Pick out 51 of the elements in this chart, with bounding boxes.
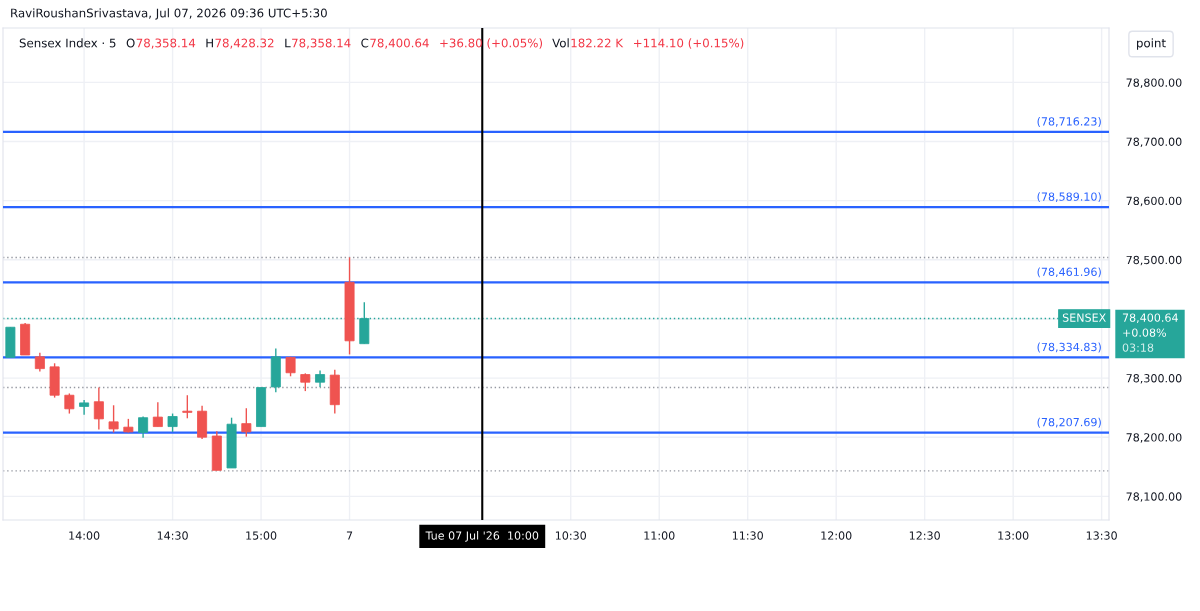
y-tick-label: 78,200.00: [1126, 433, 1182, 443]
y-tick-label: 78,500.00: [1126, 255, 1182, 266]
annotation: Vol: [552, 38, 569, 48]
annotation: L: [285, 38, 291, 48]
annotation: 78,358.14: [136, 38, 196, 49]
ref-line-label: (78,589.10): [1037, 192, 1101, 203]
candlestick: [108, 404, 119, 434]
text: 78,400.64: [1122, 313, 1178, 323]
x-tick-label: 15:00: [246, 531, 277, 540]
ref-line-label: (78,334.83): [1037, 342, 1101, 353]
text: +0.08%: [1123, 328, 1166, 337]
annotation: C: [361, 38, 369, 48]
candlestick: [93, 386, 104, 431]
annotation: H: [206, 38, 213, 48]
annotation: +114.10 (+0.15%): [634, 38, 744, 49]
y-tick-label: 78,700.00: [1126, 137, 1182, 148]
x-tick-label: 12:00: [821, 531, 852, 540]
candlestick: [64, 392, 75, 415]
text: RaviRoushanSrivastava, Jul 07, 2026 09:36 UTC+5:30: [11, 8, 327, 20]
text: point: [1137, 38, 1166, 50]
x-tick-label: 7: [346, 531, 353, 540]
annotation: 78,358.14: [292, 38, 351, 49]
candlestick: [241, 407, 252, 438]
candlestick: [152, 401, 163, 428]
y-tick-label: 78,300.00: [1126, 374, 1182, 384]
ref-line-label: (78,207.69): [1037, 417, 1101, 428]
text: Sensex Index · 5: [19, 38, 116, 48]
y-tick-label: 78,600.00: [1126, 196, 1182, 207]
annotation: O: [126, 38, 135, 48]
x-tick-label: Tue 07 Jul '26 10:00: [425, 531, 539, 542]
x-tick-label: 11:00: [644, 531, 675, 540]
ref-line-label: SENSEX: [1062, 313, 1106, 322]
annotation: 78,428.32: [215, 38, 274, 49]
ref-line-label: (78,461.96): [1037, 267, 1101, 278]
y-tick-label: 78,100.00: [1126, 492, 1182, 502]
candlestick: [34, 351, 45, 373]
ref-line-label: (78,716.23): [1037, 117, 1101, 127]
x-tick-label: 12:30: [909, 531, 940, 540]
y-tick-label: 78,800.00: [1126, 78, 1182, 88]
x-tick-label: 14:00: [69, 531, 100, 540]
x-tick-label: 14:30: [157, 531, 188, 540]
x-tick-label: 13:00: [998, 531, 1029, 540]
candlestick: [182, 394, 193, 419]
candlestick: [167, 412, 178, 433]
candlestick: [79, 399, 90, 416]
text: 03:18: [1122, 343, 1154, 352]
x-tick-label: 13:30: [1086, 531, 1117, 540]
annotation: 182.22 K: [571, 38, 624, 48]
x-tick-label: 10:30: [555, 531, 587, 540]
annotation: 78,400.64: [370, 38, 429, 49]
x-tick-label: 11:30: [732, 531, 763, 540]
